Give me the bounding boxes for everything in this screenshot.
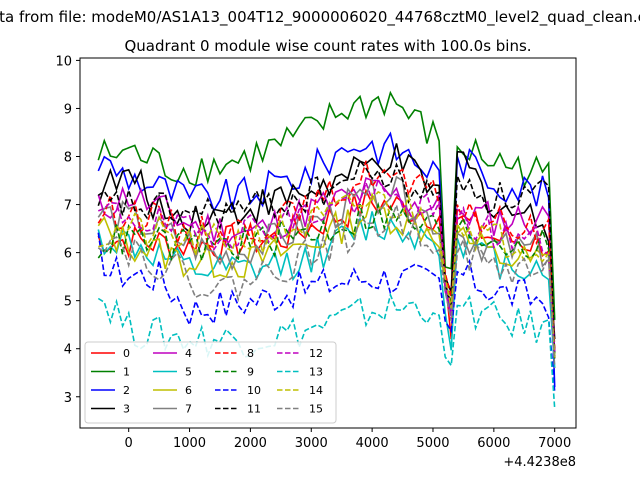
figure-suptitle: Data from file: modeM0/AS1A13_004T12_900… — [0, 8, 640, 27]
legend-label: 11 — [247, 403, 261, 416]
legend-label: 4 — [185, 347, 192, 360]
series-line-10 — [97, 232, 556, 393]
x-axis: 0 1000 2000 3000 4000 5000 6000 7000 — [125, 428, 571, 451]
x-axis-offset-label: +4.4238e8 — [503, 455, 576, 470]
legend-label: 15 — [309, 403, 323, 416]
y-tick-label: 7 — [64, 199, 72, 214]
y-tick-label: 10 — [55, 54, 72, 69]
x-tick-label: 6000 — [477, 436, 510, 451]
series-line-14 — [98, 190, 556, 359]
x-tick-label: 4000 — [356, 436, 389, 451]
series-line-2 — [97, 131, 556, 388]
x-tick-label: 7000 — [538, 436, 571, 451]
y-tick-label: 3 — [64, 391, 72, 406]
legend-label: 14 — [309, 384, 323, 397]
series-line-13 — [97, 292, 556, 409]
legend-label: 6 — [185, 384, 192, 397]
series-layer — [97, 90, 556, 409]
series-line-15 — [97, 202, 556, 368]
legend-label: 7 — [185, 403, 192, 416]
legend-label: 13 — [309, 366, 323, 379]
series-line-9 — [97, 201, 556, 354]
series-line-4 — [97, 177, 556, 354]
legend-label: 1 — [123, 366, 130, 379]
legend-label: 0 — [123, 347, 130, 360]
y-tick-label: 4 — [64, 343, 72, 358]
legend-label: 9 — [247, 366, 254, 379]
plot-frame — [79, 57, 577, 429]
x-tick-label: 0 — [125, 436, 133, 451]
series-line-5 — [97, 211, 556, 368]
legend-label: 12 — [309, 347, 323, 360]
legend-label: 3 — [123, 403, 130, 416]
axes-title: Quadrant 0 module wise count rates with … — [124, 37, 531, 55]
x-tick-label: 3000 — [295, 436, 328, 451]
series-line-8 — [97, 160, 556, 349]
legend-label: 2 — [123, 384, 130, 397]
series-line-3 — [97, 143, 556, 340]
series-line-1 — [97, 90, 556, 320]
legend-label: 8 — [247, 347, 254, 360]
y-tick-label: 9 — [64, 102, 72, 117]
series-line-12 — [97, 177, 556, 354]
x-tick-label: 5000 — [416, 436, 449, 451]
x-tick-label: 2000 — [234, 436, 267, 451]
legend-label: 5 — [185, 366, 192, 379]
x-tick-label: 1000 — [173, 436, 206, 451]
y-axis: 3 4 5 6 7 8 9 10 — [55, 54, 80, 406]
y-tick-label: 8 — [64, 151, 72, 166]
legend-label: 10 — [247, 384, 261, 397]
legend-box — [84, 341, 337, 424]
y-tick-label: 5 — [64, 295, 72, 310]
y-tick-label: 6 — [64, 247, 72, 262]
